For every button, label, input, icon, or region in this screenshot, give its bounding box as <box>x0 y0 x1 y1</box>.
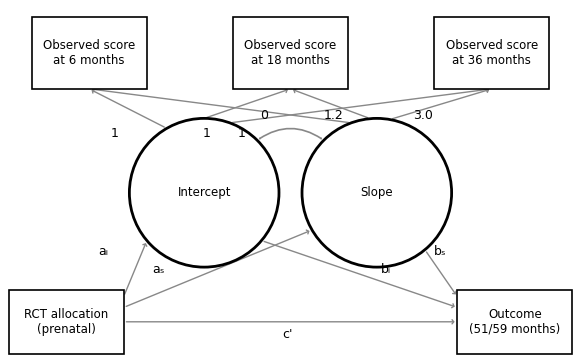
Text: 3.0: 3.0 <box>413 109 433 122</box>
FancyBboxPatch shape <box>9 289 124 354</box>
FancyBboxPatch shape <box>457 289 572 354</box>
Text: 0: 0 <box>261 109 268 122</box>
Text: 1: 1 <box>111 127 119 140</box>
Text: c': c' <box>282 328 293 341</box>
Text: bₛ: bₛ <box>434 245 446 258</box>
Text: Observed score
at 18 months: Observed score at 18 months <box>245 39 336 67</box>
Text: bᵢ: bᵢ <box>381 263 390 276</box>
Ellipse shape <box>130 118 279 267</box>
Text: 1: 1 <box>238 127 246 140</box>
Text: Slope: Slope <box>360 186 393 199</box>
Text: RCT allocation
(prenatal): RCT allocation (prenatal) <box>24 308 108 336</box>
FancyBboxPatch shape <box>435 17 550 89</box>
Text: aₛ: aₛ <box>152 263 164 276</box>
Ellipse shape <box>302 118 451 267</box>
Text: Observed score
at 6 months: Observed score at 6 months <box>43 39 135 67</box>
Text: Outcome
(51/59 months): Outcome (51/59 months) <box>469 308 561 336</box>
Text: Observed score
at 36 months: Observed score at 36 months <box>446 39 538 67</box>
Text: aᵢ: aᵢ <box>99 245 109 258</box>
Text: 1.2: 1.2 <box>324 109 343 122</box>
Text: Intercept: Intercept <box>177 186 231 199</box>
FancyArrowPatch shape <box>260 128 321 139</box>
Text: 1: 1 <box>203 127 211 140</box>
FancyBboxPatch shape <box>233 17 348 89</box>
FancyBboxPatch shape <box>31 17 146 89</box>
